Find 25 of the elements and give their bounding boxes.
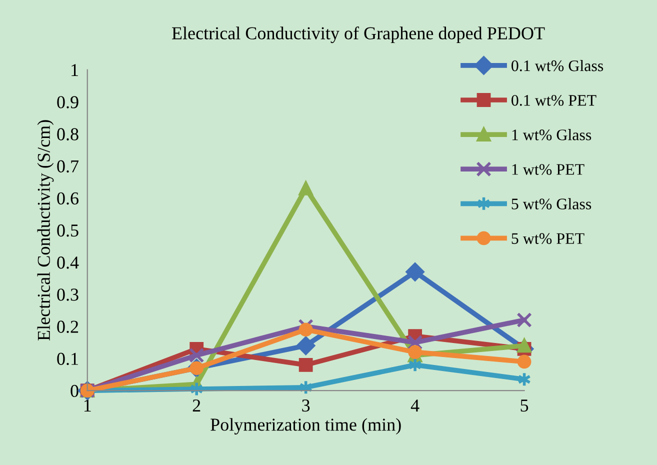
y-tick-label: 0.5 [57,224,78,237]
y-tick-label: 0.2 [57,320,78,333]
chart-title: Electrical Conductivity of Graphene doped PEDOT [172,26,545,44]
x-tick-label: 4 [410,400,420,412]
y-tick-label: 0.1 [57,352,78,366]
y-tick-label: 0 [70,384,78,398]
legend-label: 5 wt% Glass [512,198,592,210]
y-tick-label: 1 [72,64,78,76]
legend-label: 1 wt% Glass [512,129,592,140]
legend-label: 0.1 wt% Glass [512,60,604,72]
y-tick-label: 0.4 [57,256,79,269]
y-tick-label: 0.6 [57,192,79,205]
y-axis-title: Electrical Conductivity (S/cm) [37,120,54,340]
y-tick-label: 0.3 [57,288,78,301]
y-tick-label: 0.8 [57,128,78,140]
legend-label: 1 wt% PET [512,164,584,175]
y-tick-label: 0.7 [57,160,79,173]
y-tick-label: 0.9 [57,96,78,108]
legend-label: 5 wt% PET [512,233,584,244]
x-tick-label: 5 [520,400,528,412]
x-axis-title: Polymerization time (min) [210,418,401,435]
x-tick-label: 2 [192,400,200,412]
x-tick-label: 1 [84,400,91,412]
legend-label: 0.1 wt% PET [512,94,596,106]
x-tick-label: 3 [302,400,310,412]
